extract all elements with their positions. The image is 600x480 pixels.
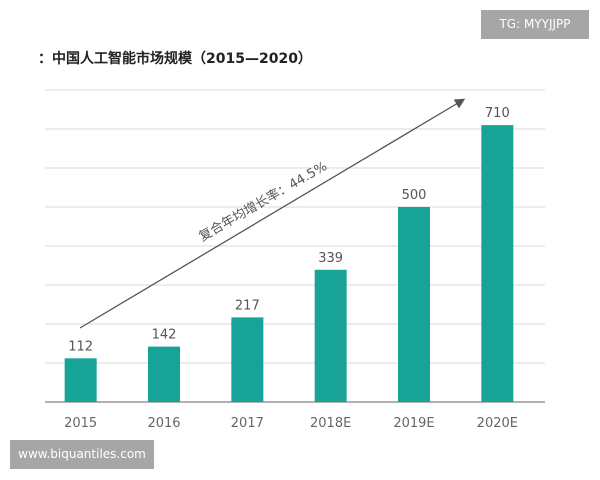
chart-title: ：中国人工智能市场规模（2015—2020） [38,51,312,67]
watermark-bottom: www.biquantiles.com [10,440,154,469]
watermark-top: TG: MYYJJPP [481,10,589,39]
bar [148,346,180,402]
bar [64,358,97,402]
x-tick-label: 2016 [147,416,180,431]
bar [314,269,347,402]
x-tick-label: 2018E [310,416,351,431]
bar [231,317,264,402]
x-tick-label: 2015 [64,416,97,431]
data-label: 112 [68,339,93,354]
data-label: 710 [485,106,510,121]
x-tick-label: 2019E [393,416,434,431]
data-label: 339 [318,251,343,266]
growth-annotation: 复合年均增长率：44.5% [196,158,330,245]
x-tick-label: 2017 [231,416,264,431]
bar [398,207,430,402]
x-tick-label: 2020E [477,416,518,431]
bar [481,125,514,402]
data-label: 217 [235,298,260,313]
data-label: 500 [402,188,427,203]
growth-arrow [79,98,466,329]
data-label: 142 [152,328,177,343]
